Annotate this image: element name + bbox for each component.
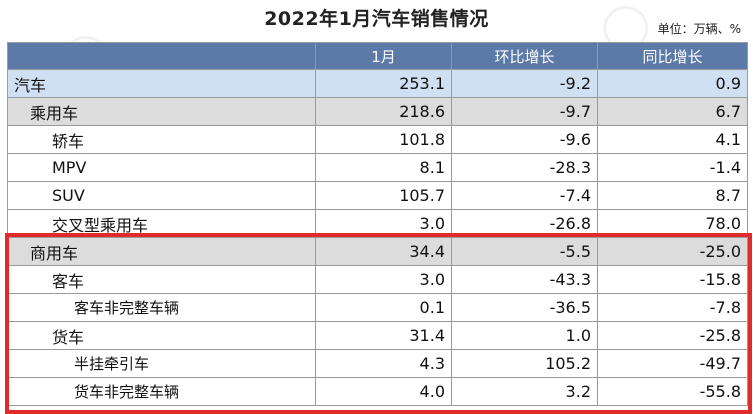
row-mom: -36.5: [451, 293, 598, 322]
row-yoy: 78.0: [597, 209, 748, 238]
row-name: 乘用车: [7, 97, 316, 126]
row-name: MPV: [7, 153, 316, 182]
row-jan: 31.4: [315, 321, 452, 350]
row-name: 商用车: [7, 237, 316, 266]
unit-label: 单位：万辆、%: [657, 22, 741, 36]
row-name: 货车非完整车辆: [7, 377, 316, 406]
table-row: 货车 31.4 1.0 -25.8: [7, 321, 748, 350]
row-mom: -43.3: [451, 265, 598, 294]
sales-table: 1月 环比增长 同比增长 汽车 253.1 -9.2 0.9 乘用车 218.6…: [7, 42, 748, 406]
table-row: 商用车 34.4 -5.5 -25.0: [7, 237, 748, 266]
row-yoy: -49.7: [597, 349, 748, 378]
table-row: 交叉型乘用车 3.0 -26.8 78.0: [7, 209, 748, 238]
column-header-jan: 1月: [315, 42, 452, 70]
row-mom: -5.5: [451, 237, 598, 266]
row-name: SUV: [7, 181, 316, 210]
table-header-row: 1月 环比增长 同比增长: [7, 42, 748, 70]
row-mom: 3.2: [451, 377, 598, 406]
row-mom: 105.2: [451, 349, 598, 378]
row-name: 客车非完整车辆: [7, 293, 316, 322]
table-row: 客车非完整车辆 0.1 -36.5 -7.8: [7, 293, 748, 322]
column-header-yoy: 同比增长: [597, 42, 748, 70]
row-name: 轿车: [7, 125, 316, 154]
row-yoy: -25.8: [597, 321, 748, 350]
row-jan: 218.6: [315, 97, 452, 126]
table-row: 汽车 253.1 -9.2 0.9: [7, 69, 748, 98]
row-yoy: 0.9: [597, 69, 748, 98]
row-mom: -7.4: [451, 181, 598, 210]
row-yoy: 8.7: [597, 181, 748, 210]
row-yoy: -7.8: [597, 293, 748, 322]
column-header-mom: 环比增长: [451, 42, 598, 70]
row-jan: 105.7: [315, 181, 452, 210]
row-mom: -9.7: [451, 97, 598, 126]
column-header-category: [7, 42, 316, 70]
row-jan: 101.8: [315, 125, 452, 154]
table-row: 客车 3.0 -43.3 -15.8: [7, 265, 748, 294]
table-row: 半挂牵引车 4.3 105.2 -49.7: [7, 349, 748, 378]
row-jan: 3.0: [315, 209, 452, 238]
row-yoy: -55.8: [597, 377, 748, 406]
row-name: 交叉型乘用车: [7, 209, 316, 238]
row-mom: -9.6: [451, 125, 598, 154]
row-mom: -26.8: [451, 209, 598, 238]
table-row: 轿车 101.8 -9.6 4.1: [7, 125, 748, 154]
row-name: 半挂牵引车: [7, 349, 316, 378]
row-jan: 3.0: [315, 265, 452, 294]
row-yoy: 6.7: [597, 97, 748, 126]
row-mom: -28.3: [451, 153, 598, 182]
row-jan: 34.4: [315, 237, 452, 266]
row-name: 客车: [7, 265, 316, 294]
table-row: 乘用车 218.6 -9.7 6.7: [7, 97, 748, 126]
table-row: 货车非完整车辆 4.0 3.2 -55.8: [7, 377, 748, 406]
row-yoy: -25.0: [597, 237, 748, 266]
row-mom: -9.2: [451, 69, 598, 98]
row-yoy: -15.8: [597, 265, 748, 294]
row-jan: 4.3: [315, 349, 452, 378]
row-jan: 8.1: [315, 153, 452, 182]
table-row: MPV 8.1 -28.3 -1.4: [7, 153, 748, 182]
row-jan: 4.0: [315, 377, 452, 406]
row-yoy: 4.1: [597, 125, 748, 154]
row-name: 货车: [7, 321, 316, 350]
row-mom: 1.0: [451, 321, 598, 350]
page-title: 2022年1月汽车销售情况: [264, 8, 489, 30]
table-row: SUV 105.7 -7.4 8.7: [7, 181, 748, 210]
row-name: 汽车: [7, 69, 316, 98]
row-jan: 0.1: [315, 293, 452, 322]
row-yoy: -1.4: [597, 153, 748, 182]
row-jan: 253.1: [315, 69, 452, 98]
